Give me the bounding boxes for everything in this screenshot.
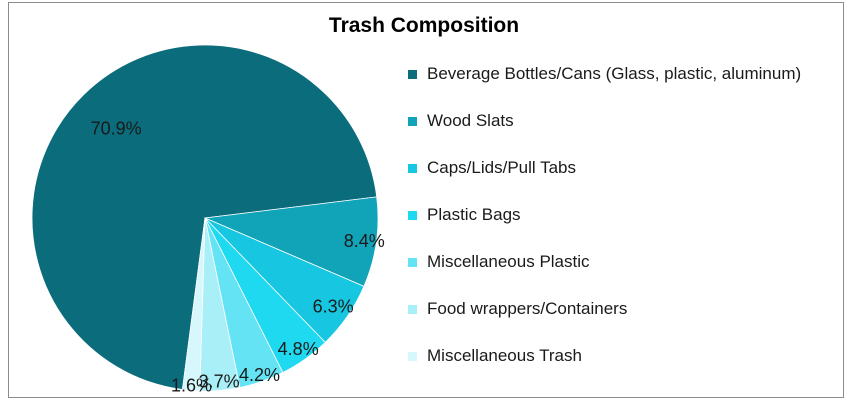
legend-item: Wood Slats (408, 111, 801, 131)
legend-swatch (408, 351, 417, 361)
legend-swatch (408, 257, 417, 267)
legend: Beverage Bottles/Cans (Glass, plastic, a… (408, 64, 801, 393)
chart-title: Trash Composition (328, 14, 520, 37)
legend-item: Plastic Bags (408, 205, 801, 225)
legend-item: Miscellaneous Trash (408, 346, 801, 366)
legend-label: Beverage Bottles/Cans (Glass, plastic, a… (427, 64, 802, 83)
legend-item: Miscellaneous Plastic (408, 252, 801, 272)
pie-slice (203, 196, 379, 287)
data-label: 6.3% (313, 297, 354, 317)
legend-label: Plastic Bags (427, 205, 521, 224)
data-label: 8.4% (344, 231, 385, 251)
data-label: 4.2% (239, 365, 280, 385)
pie-slice (181, 217, 206, 392)
legend-label: Miscellaneous Trash (427, 346, 582, 365)
legend-item: Beverage Bottles/Cans (Glass, plastic, a… (408, 64, 801, 84)
legend-label: Wood Slats (427, 111, 514, 130)
legend-item: Food wrappers/Containers (408, 299, 801, 319)
legend-item: Caps/Lids/Pull Tabs (408, 158, 801, 178)
pie-slice (31, 44, 378, 390)
legend-swatch (408, 210, 417, 220)
legend-swatch (408, 69, 417, 79)
legend-label: Food wrappers/Containers (427, 299, 628, 318)
legend-swatch (408, 304, 417, 314)
data-label: 70.9% (91, 118, 142, 138)
legend-swatch (408, 163, 417, 173)
data-label: 4.8% (278, 339, 319, 359)
data-label: 3.7% (199, 372, 240, 392)
data-label: 1.6% (171, 375, 212, 395)
legend-label: Caps/Lids/Pull Tabs (427, 158, 576, 177)
legend-label: Miscellaneous Plastic (427, 252, 590, 271)
legend-swatch (408, 116, 417, 126)
